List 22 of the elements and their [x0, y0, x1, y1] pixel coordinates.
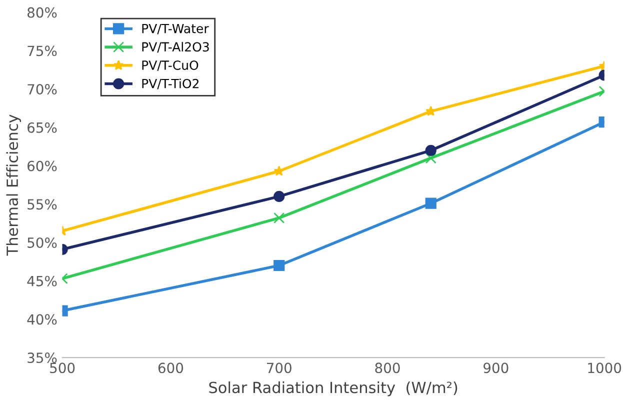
legend-label: PV/T-CuO [142, 60, 198, 71]
legend-label: PV/T-TiO2 [142, 78, 198, 90]
y-tick-label: 65% [28, 122, 57, 133]
y-tick-label: 70% [28, 84, 57, 95]
y-tick-label: 55% [28, 199, 57, 210]
x-tick-label: 600 [158, 362, 184, 374]
x-tick-label: 800 [375, 362, 400, 374]
x-tick-label: 1000 [588, 362, 622, 374]
legend-label: PV/T-Al2O3 [142, 42, 209, 53]
y-tick-label: 75% [28, 46, 57, 56]
x-tick-label: 500 [50, 362, 75, 374]
x-tick-label: 700 [266, 362, 292, 374]
x-tick-label: 900 [484, 362, 508, 374]
legend-label: PV/T-Water [142, 24, 209, 34]
x-axis-title: Solar Radiation Intensity (W/m²) [209, 381, 458, 396]
y-tick-label: 40% [27, 314, 57, 325]
y-tick-label: 80% [28, 7, 57, 18]
y-axis-title: Thermal Efficiency [6, 114, 22, 256]
y-tick-label: 45% [27, 276, 57, 286]
y-tick-label: 35% [28, 352, 57, 364]
y-tick-label: 60% [28, 160, 57, 172]
y-tick-label: 50% [28, 237, 57, 248]
